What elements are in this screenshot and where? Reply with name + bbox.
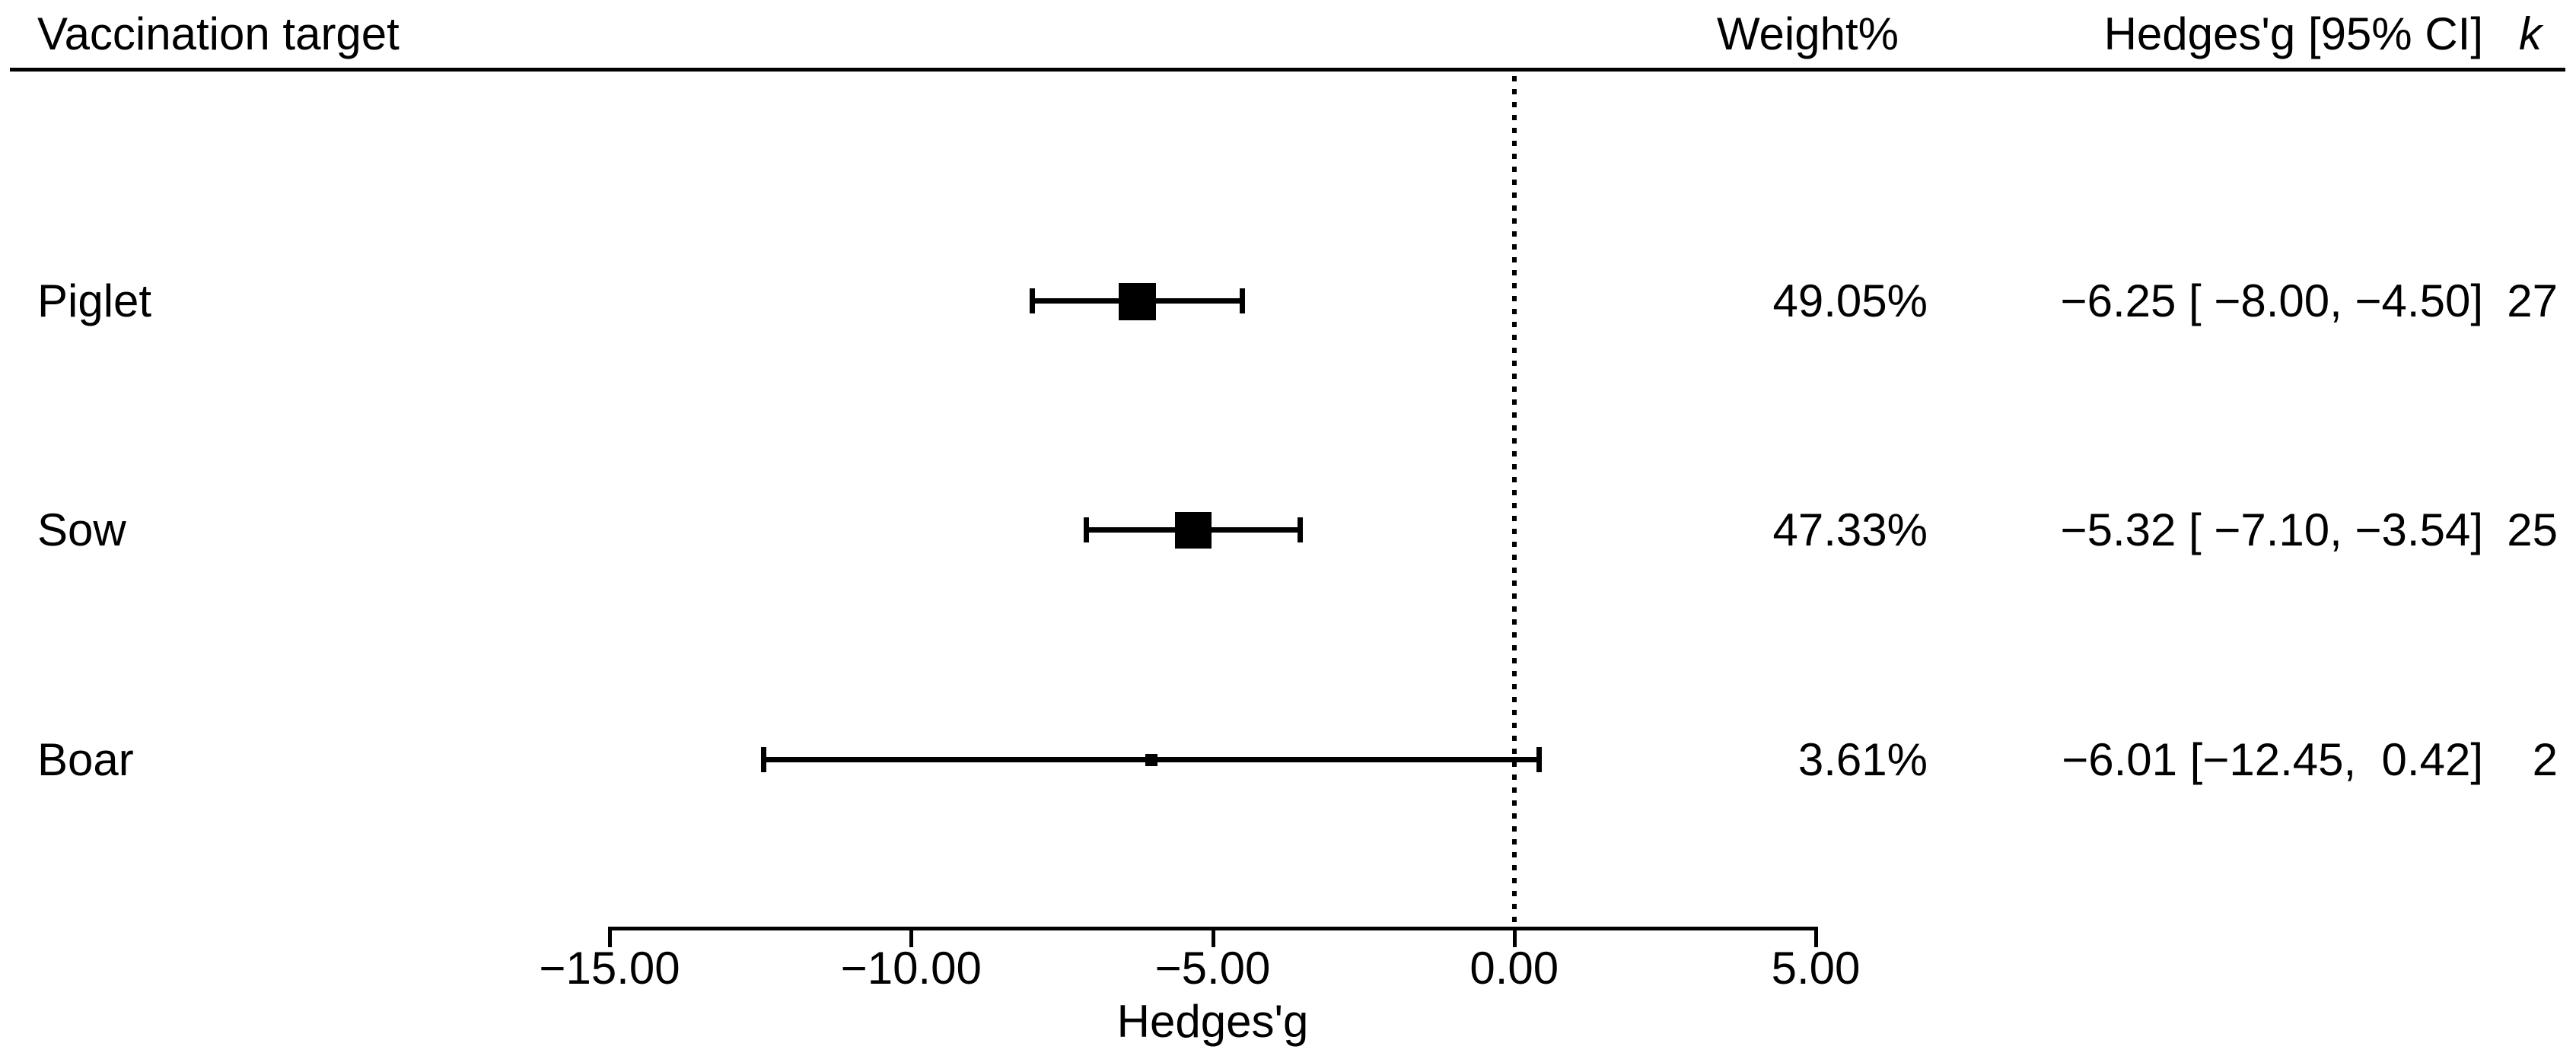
ci-upper-cap <box>1536 747 1543 772</box>
weight-value: 49.05% <box>1772 275 1928 326</box>
hedges-g-ci-value: −6.25 [ −8.00, −4.50] <box>2060 275 2483 326</box>
ci-lower-cap <box>1029 288 1035 313</box>
hedges-g-ci-value: −6.01 [−12.45, 0.42] <box>2062 734 2483 785</box>
x-axis-title: Hedges'g <box>1116 996 1309 1047</box>
x-axis-tick <box>1211 927 1215 947</box>
x-axis-tick-label: 0.00 <box>1469 943 1559 994</box>
k-value: 27 <box>2507 275 2558 326</box>
x-axis-tick <box>1512 927 1517 947</box>
effect-size-marker <box>1145 754 1157 766</box>
zero-effect-reference-line <box>1511 76 1517 922</box>
x-axis-tick <box>608 927 612 947</box>
x-axis-tick-label: −15.00 <box>539 943 680 994</box>
ci-lower-cap <box>1084 517 1090 542</box>
x-axis-tick-label: −10.00 <box>840 943 982 994</box>
x-axis-tick-label: 5.00 <box>1771 943 1861 994</box>
weight-value: 47.33% <box>1772 504 1928 555</box>
ci-upper-cap <box>1298 517 1304 542</box>
weight-value: 3.61% <box>1797 734 1928 785</box>
column-header-weight: Weight% <box>1716 8 1899 59</box>
effect-size-marker <box>1175 512 1212 549</box>
row-label: Boar <box>37 734 134 785</box>
row-label: Piglet <box>37 275 152 326</box>
column-header-hedges-g-ci: Hedges'g [95% CI] <box>2103 8 2483 59</box>
k-value: 25 <box>2507 504 2558 555</box>
column-header-k: k <box>2519 8 2542 59</box>
ci-lower-cap <box>761 747 767 772</box>
header-divider-rule <box>10 68 2565 72</box>
x-axis-tick <box>909 927 914 947</box>
ci-upper-cap <box>1240 288 1246 313</box>
x-axis-tick-label: −5.00 <box>1154 943 1271 994</box>
hedges-g-ci-value: −5.32 [ −7.10, −3.54] <box>2060 504 2483 555</box>
row-label: Sow <box>37 504 126 555</box>
x-axis-tick <box>1814 927 1818 947</box>
column-header-vaccination-target: Vaccination target <box>37 8 400 59</box>
k-value: 2 <box>2532 734 2558 785</box>
effect-size-marker <box>1119 283 1156 320</box>
